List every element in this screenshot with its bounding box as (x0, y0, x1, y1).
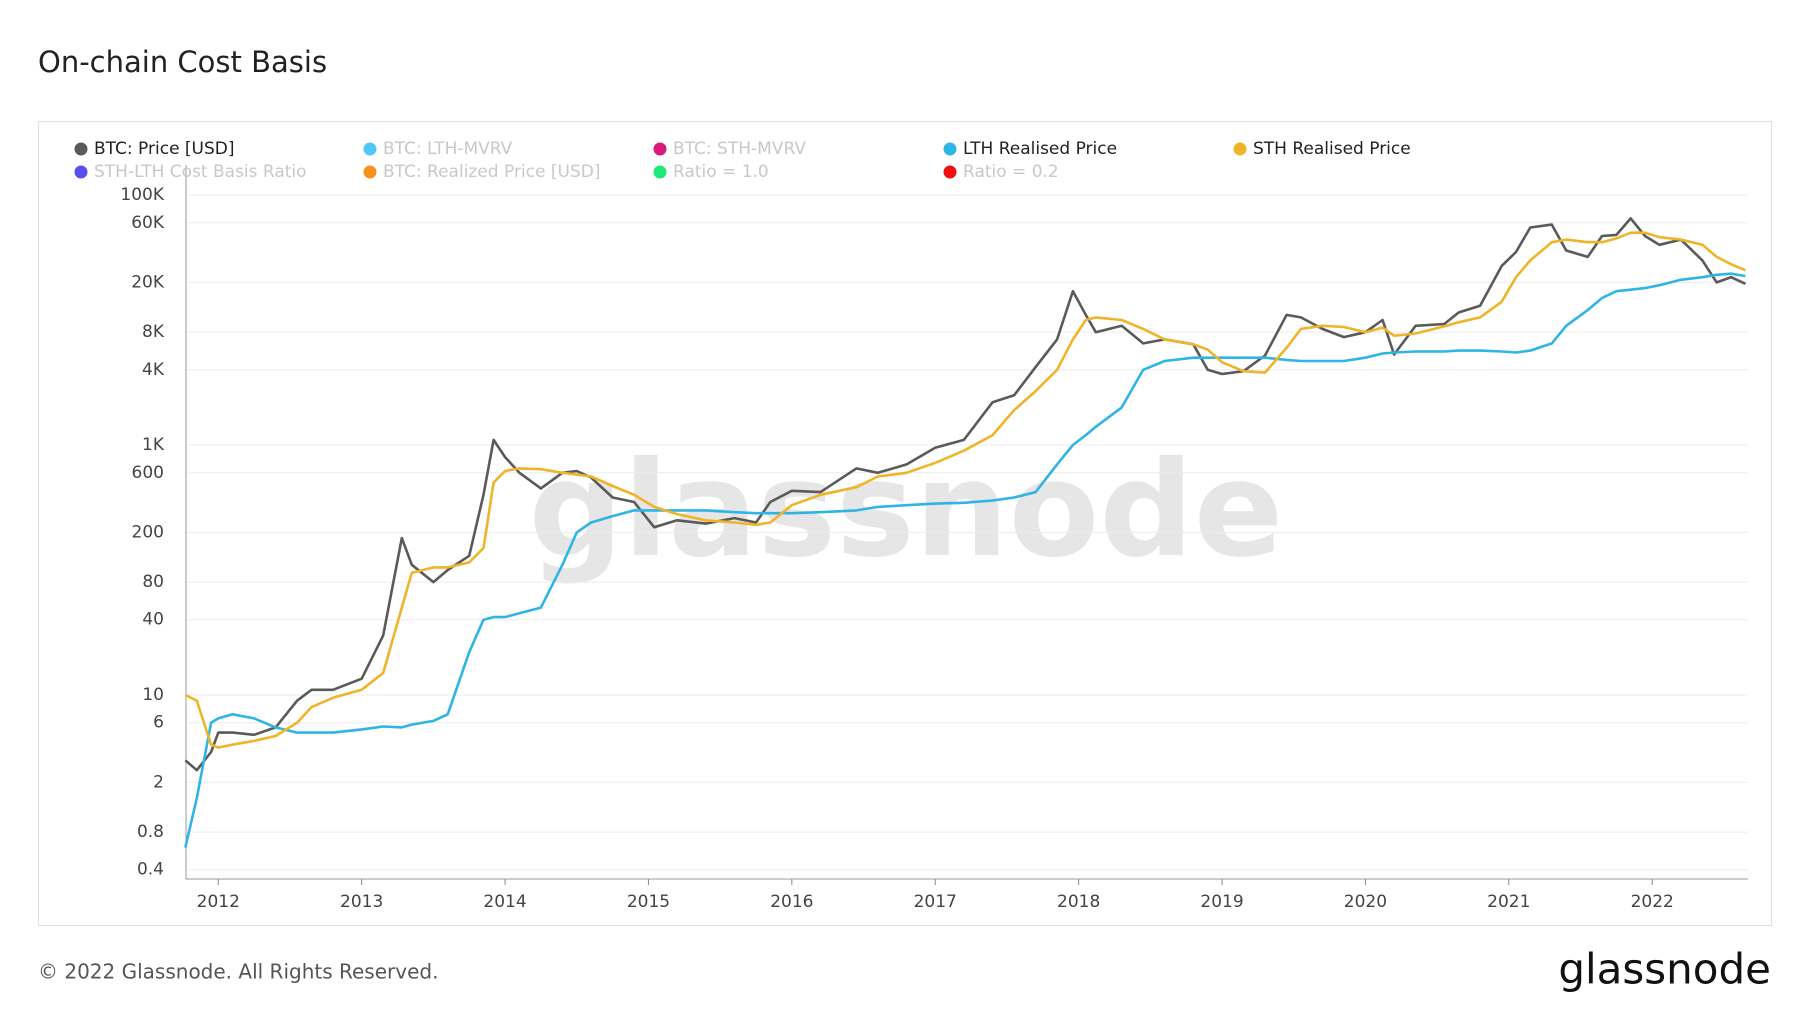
y-tick-label: 200 (132, 522, 164, 542)
y-tick-label: 40 (142, 610, 164, 630)
y-tick-label: 80 (142, 572, 164, 592)
legend-label: BTC: Price [USD] (94, 139, 235, 159)
x-tick-label: 2014 (483, 892, 526, 912)
y-tick-label: 0.8 (137, 822, 164, 842)
x-tick-label: 2022 (1631, 892, 1674, 912)
legend-swatch (1233, 142, 1247, 156)
legend-label: Ratio = 0.2 (963, 162, 1059, 182)
series-line (184, 272, 1746, 848)
legend-label: STH-LTH Cost Basis Ratio (94, 162, 307, 182)
legend-swatch (74, 142, 88, 156)
legend-item: BTC: LTH-MVRV (363, 139, 513, 159)
x-tick-label: 2020 (1344, 892, 1387, 912)
legend-label: BTC: Realized Price [USD] (383, 162, 600, 182)
x-tick-label: 2016 (770, 892, 813, 912)
legend-item: Ratio = 1.0 (653, 162, 769, 182)
legend-swatch (943, 165, 957, 179)
x-tick-label: 2021 (1487, 892, 1530, 912)
legend-swatch (363, 165, 377, 179)
legend-swatch (653, 165, 667, 179)
y-tick-label: 20K (131, 272, 165, 292)
y-tick-label: 8K (142, 322, 165, 342)
x-tick-label: 2019 (1200, 892, 1243, 912)
logo: glassnode (1558, 945, 1771, 994)
y-tick-label: 0.4 (137, 860, 164, 880)
legend-item: STH-LTH Cost Basis Ratio (74, 162, 307, 182)
legend-swatch (653, 142, 667, 156)
legend-swatch (74, 165, 88, 179)
legend-item: BTC: Price [USD] (74, 139, 235, 159)
y-tick-label: 10 (142, 685, 164, 705)
series-line (184, 217, 1746, 772)
legend-label: STH Realised Price (1253, 139, 1411, 159)
legend-label: Ratio = 1.0 (673, 162, 769, 182)
legend-label: BTC: LTH-MVRV (383, 139, 513, 159)
y-tick-label: 1K (142, 435, 165, 455)
y-tick-label: 60K (131, 213, 165, 233)
legend-item: BTC: STH-MVRV (653, 139, 806, 159)
series-line (184, 231, 1746, 749)
chart-panel (38, 121, 1772, 926)
legend-item: BTC: Realized Price [USD] (363, 162, 600, 182)
x-tick-label: 2018 (1057, 892, 1100, 912)
chart-title: On-chain Cost Basis (38, 45, 327, 79)
y-tick-label: 600 (132, 463, 164, 483)
legend-item: STH Realised Price (1233, 139, 1411, 159)
y-tick-label: 100K (120, 185, 164, 205)
x-tick-label: 2017 (914, 892, 957, 912)
y-tick-label: 4K (142, 360, 165, 380)
x-tick-label: 2015 (627, 892, 670, 912)
y-tick-label: 6 (153, 713, 164, 733)
legend-label: LTH Realised Price (963, 139, 1117, 159)
y-tick-label: 2 (153, 772, 164, 792)
legend-swatch (363, 142, 377, 156)
legend-swatch (943, 142, 957, 156)
legend-label: BTC: STH-MVRV (673, 139, 806, 159)
footer: © 2022 Glassnode. All Rights Reserved. (38, 960, 438, 984)
legend-item: LTH Realised Price (943, 139, 1117, 159)
legend-item: Ratio = 0.2 (943, 162, 1059, 182)
x-tick-label: 2013 (340, 892, 383, 912)
x-tick-label: 2012 (197, 892, 240, 912)
